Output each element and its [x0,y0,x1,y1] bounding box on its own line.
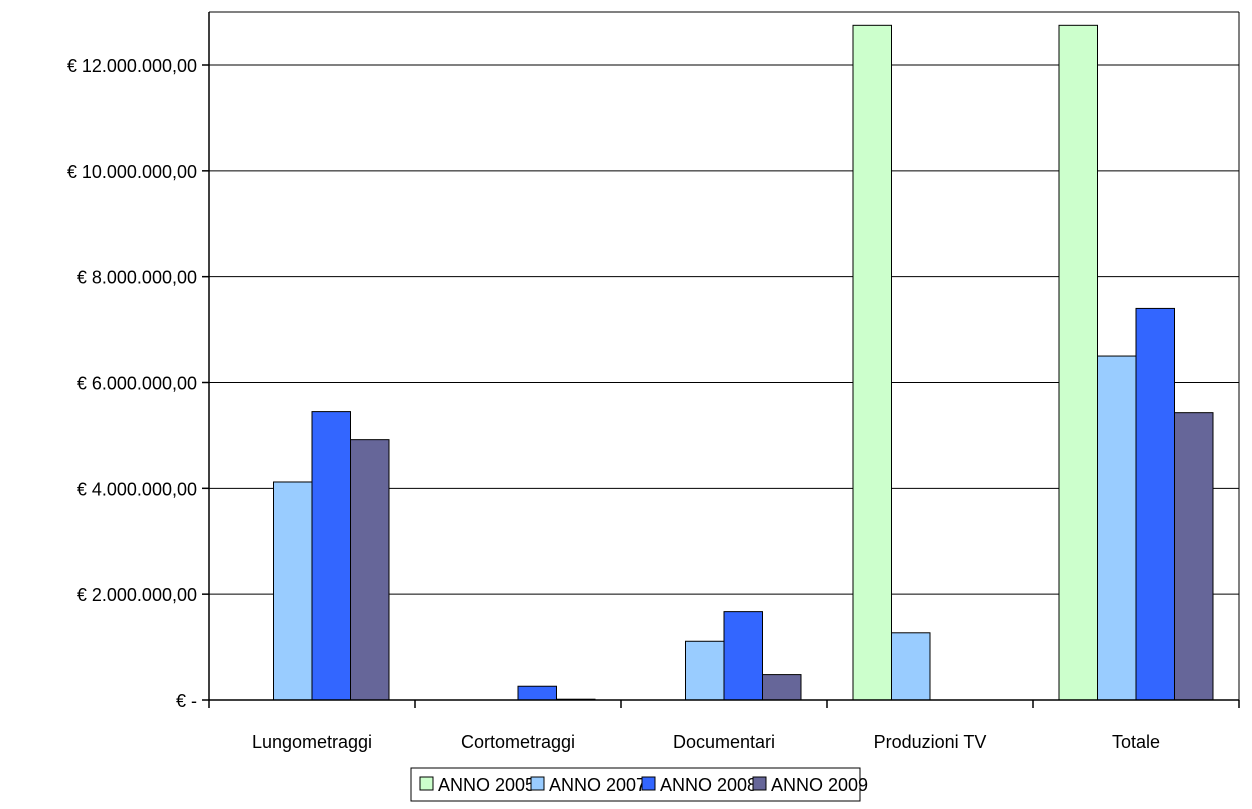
bar [350,439,390,701]
x-axis-tick-labels: Lungometraggi Cortometraggi Documentari Pro… [252,732,1160,752]
legend: ANNO 2005 ANNO 2007 ANNO 2008 ANNO 2009 [410,767,868,802]
bar [311,411,351,701]
x-tick-label: Totale [1112,732,1160,752]
legend-swatch [530,776,545,791]
y-tick-label: € 12.000.000,00 [67,56,197,76]
x-tick-label: Documentari [673,732,775,752]
x-tick-label: Lungometraggi [252,732,372,752]
x-tick-label: Produzioni TV [874,732,987,752]
bar [891,632,931,701]
legend-label: ANNO 2009 [771,775,868,795]
y-tick-label: € 10.000.000,00 [67,162,197,182]
bar [1097,355,1137,701]
bar [273,481,313,701]
bar [1135,307,1175,701]
bar [517,685,557,701]
legend-swatch [752,776,767,791]
x-tick-label: Cortometraggi [461,732,575,752]
bars [273,24,1214,701]
y-tick-label: € - [176,691,197,711]
legend-label: ANNO 2008 [660,775,757,795]
bar [1058,24,1098,701]
y-tick-label: € 4.000.000,00 [77,479,197,499]
bar [685,640,725,701]
legend-label: ANNO 2007 [549,775,646,795]
legend-frame [410,767,861,802]
legend-label: ANNO 2005 [438,775,535,795]
y-tick-label: € 2.000.000,00 [77,585,197,605]
bar [723,611,763,701]
axes [202,12,1240,708]
legend-swatch [419,776,434,791]
y-tick-label: € 8.000.000,00 [77,268,197,288]
y-tick-label: € 6.000.000,00 [77,374,197,394]
bar [1174,412,1214,701]
bar [852,24,892,701]
y-axis-tick-labels: € - € 2.000.000,00 € 4.000.000,00 € 6.000.0… [67,56,197,711]
bar [762,674,802,701]
legend-swatch [641,776,656,791]
